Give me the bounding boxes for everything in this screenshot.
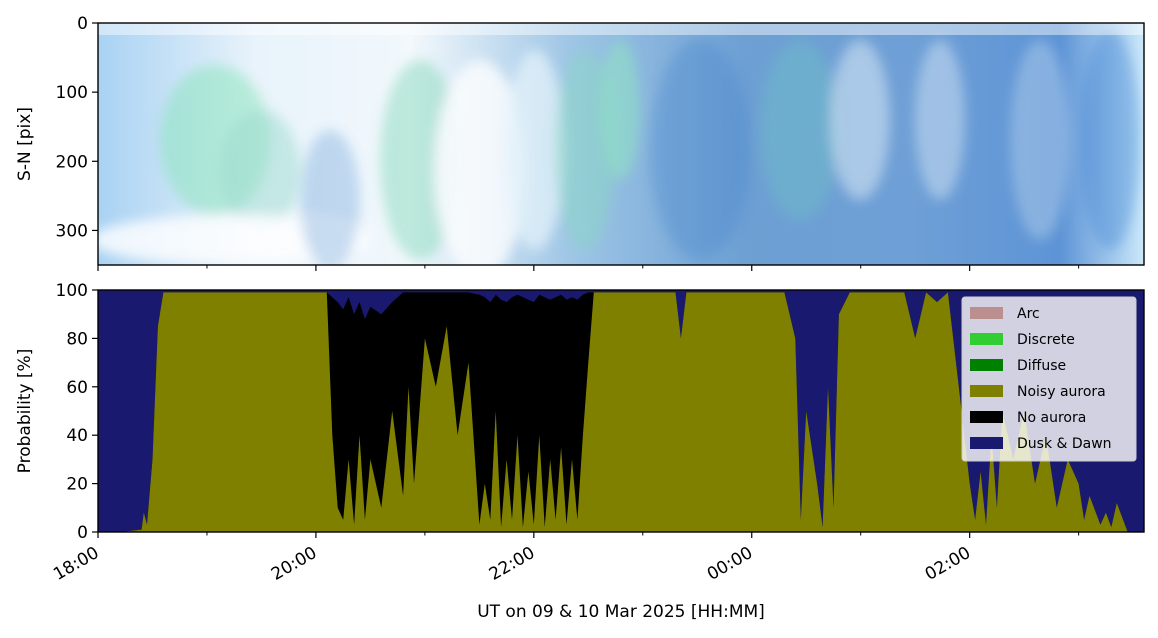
probability-y-label: Probability [%] — [15, 349, 35, 474]
keogram-frame — [97, 22, 1145, 266]
legend-label: No aurora — [1017, 410, 1086, 426]
legend-swatch — [970, 359, 1003, 371]
keogram-y-axis: 0 100 200 300 — [56, 14, 98, 241]
legend-label: Diffuse — [1017, 358, 1066, 374]
legend-swatch — [970, 385, 1003, 397]
legend-swatch — [970, 437, 1003, 449]
x-tick-label: 02:00 — [922, 543, 974, 585]
keogram-y-label: S-N [pix] — [15, 107, 35, 181]
x-tick-label: 20:00 — [268, 543, 320, 585]
keogram-image — [98, 23, 1144, 265]
legend-box — [961, 296, 1137, 462]
area-noisy-aurora — [98, 292, 1144, 532]
probability-y-axis: 0 20 40 60 80 100 — [56, 281, 98, 543]
legend-swatch — [970, 307, 1003, 319]
x-tick-label: 22:00 — [486, 543, 538, 585]
y-tick-label: 80 — [66, 329, 88, 349]
y-tick-label: 0 — [77, 14, 88, 34]
y-tick-label: 100 — [56, 281, 88, 301]
legend-swatch — [970, 411, 1003, 423]
keogram-x-ticks — [97, 265, 1080, 271]
y-tick-label: 100 — [56, 83, 88, 103]
y-tick-label: 0 — [77, 523, 88, 543]
probability-panel: 0 20 40 60 80 100 18:00 20:00 22:00 00:00 02:00 P… — [15, 281, 1145, 622]
x-tick-label: 00:00 — [704, 543, 756, 585]
legend-label: Dusk & Dawn — [1017, 436, 1112, 452]
x-tick-label: 18:00 — [50, 543, 102, 585]
legend-label: Arc — [1017, 306, 1040, 322]
y-tick-label: 200 — [56, 152, 88, 172]
probability-x-axis: 18:00 20:00 22:00 00:00 02:00 — [50, 532, 1080, 585]
legend-label: Noisy aurora — [1017, 384, 1106, 400]
legend-swatch — [970, 333, 1003, 345]
legend-label: Discrete — [1017, 332, 1075, 348]
y-tick-label: 40 — [66, 426, 88, 446]
x-axis-label: UT on 09 & 10 Mar 2025 [HH:MM] — [477, 602, 765, 622]
y-tick-label: 300 — [56, 221, 88, 241]
keogram-panel: 0 100 200 300 S-N [pix] — [15, 14, 1145, 271]
legend: Arc Discrete Diffuse Noisy aurora No aurora D… — [961, 296, 1137, 462]
probability-frame — [97, 289, 1145, 533]
y-tick-label: 20 — [66, 475, 88, 495]
y-tick-label: 60 — [66, 378, 88, 398]
